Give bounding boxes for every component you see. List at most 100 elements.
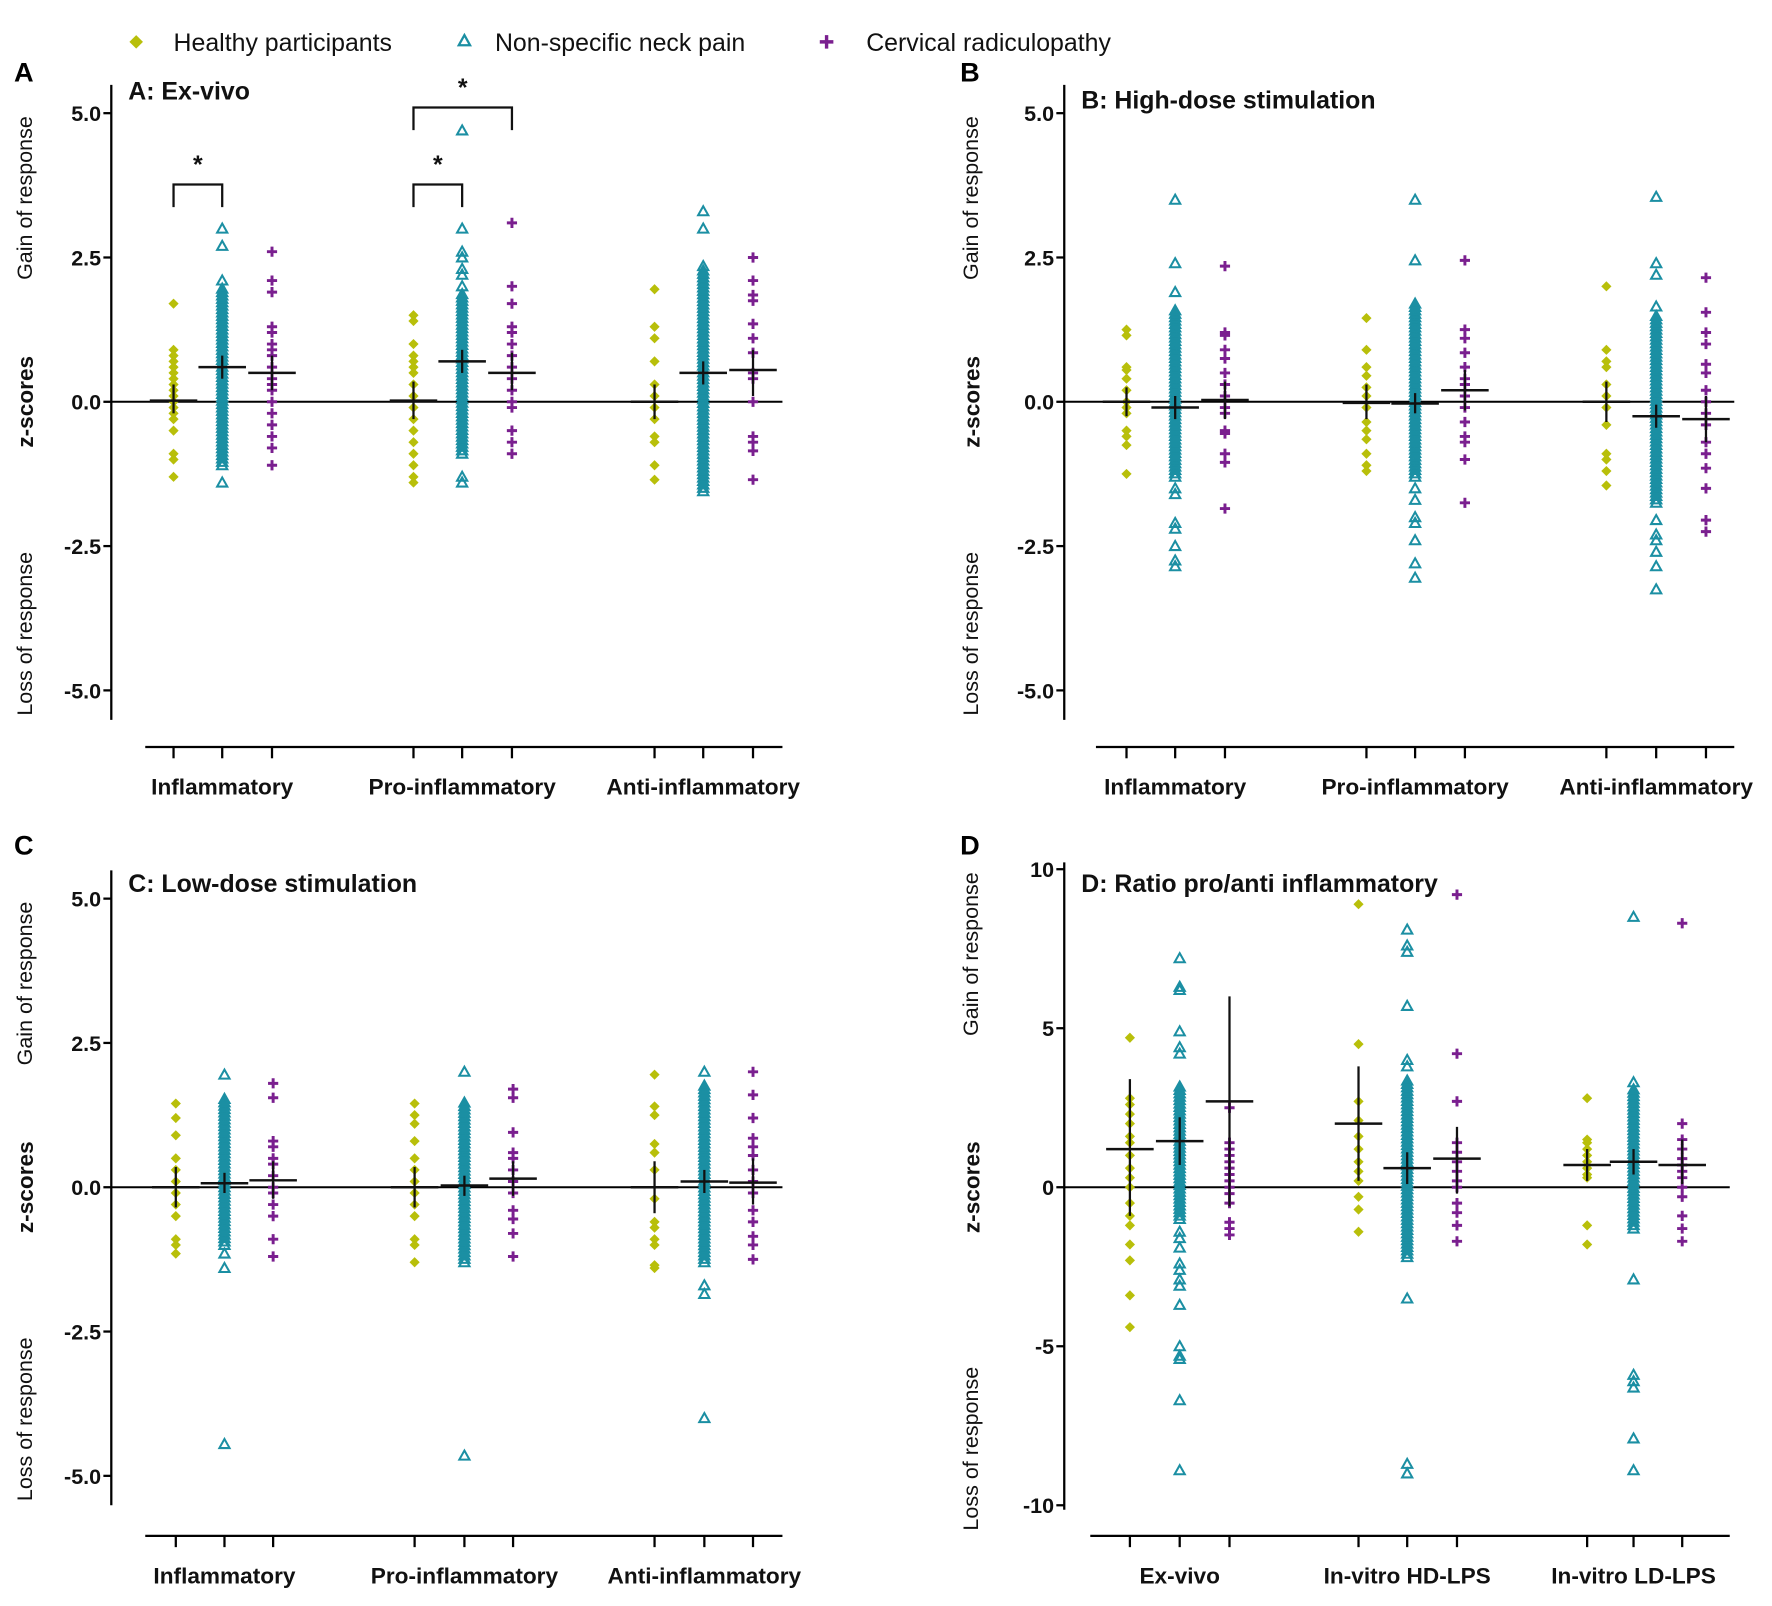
data-point	[1353, 899, 1364, 910]
data-point	[1219, 448, 1231, 459]
data-point	[1400, 1212, 1415, 1225]
data-point	[1172, 951, 1187, 964]
data-point	[697, 1132, 712, 1146]
data-point	[217, 1186, 232, 1200]
data-point	[1219, 503, 1231, 514]
data-point	[1649, 353, 1664, 366]
data-point	[1168, 456, 1183, 469]
data-point	[1649, 312, 1664, 325]
data-point	[1408, 456, 1422, 469]
data-point	[696, 375, 711, 388]
data-point	[1353, 1191, 1364, 1202]
data-point	[1353, 1226, 1364, 1237]
data-point	[1626, 1163, 1641, 1176]
data-point	[506, 298, 518, 309]
data-point	[1459, 255, 1470, 266]
data-point	[747, 1112, 759, 1124]
data-point	[455, 426, 469, 439]
data-point	[268, 1199, 279, 1210]
data-point	[1172, 1297, 1187, 1310]
data-point	[266, 327, 278, 338]
data-point	[457, 1119, 472, 1132]
significance-star: *	[433, 151, 443, 179]
data-point	[1172, 1160, 1187, 1174]
data-point	[1408, 354, 1422, 367]
data-point	[455, 375, 469, 388]
data-point	[1459, 437, 1470, 448]
data-point	[215, 295, 230, 308]
data-point	[215, 434, 230, 447]
data-point	[1168, 428, 1183, 442]
data-point	[1649, 363, 1664, 376]
group-neck-pain	[1632, 189, 1680, 595]
data-point	[1408, 449, 1422, 462]
data-point	[697, 1244, 712, 1258]
data-point	[455, 320, 469, 334]
data-point	[1451, 1048, 1463, 1059]
y-label-z-scores: z-scores	[13, 1141, 38, 1233]
panel-title: A: Ex-vivo	[128, 78, 250, 106]
data-point	[1626, 1272, 1641, 1285]
y-tick-label: 0	[1042, 1176, 1054, 1200]
data-point	[217, 1067, 232, 1080]
data-point	[696, 412, 711, 425]
data-point	[215, 291, 230, 304]
data-point	[1451, 1096, 1463, 1107]
data-point	[649, 1262, 660, 1274]
data-point	[1400, 1222, 1415, 1236]
data-point	[215, 238, 230, 251]
category-label: Ex-vivo	[1139, 1563, 1219, 1588]
data-point	[215, 430, 230, 444]
data-point	[1601, 281, 1612, 292]
data-point	[1700, 359, 1712, 370]
data-point	[268, 1234, 279, 1245]
data-point	[1582, 1093, 1593, 1104]
data-point	[217, 1197, 232, 1210]
data-point	[1219, 353, 1231, 364]
data-point	[747, 318, 759, 329]
data-point	[1400, 1239, 1415, 1253]
data-point	[696, 341, 711, 354]
data-point	[457, 1244, 472, 1258]
data-point	[215, 386, 230, 399]
data-point	[1361, 465, 1372, 477]
data-point	[1400, 922, 1415, 935]
data-point	[457, 1139, 472, 1152]
data-point	[1408, 439, 1422, 452]
data-point	[455, 439, 469, 452]
data-point	[696, 385, 711, 398]
data-point	[1168, 425, 1183, 438]
data-point	[1400, 1100, 1415, 1113]
data-point	[1408, 432, 1422, 445]
data-point	[649, 1138, 660, 1150]
data-point	[747, 252, 759, 263]
data-point	[1649, 437, 1664, 451]
data-point	[457, 1143, 472, 1156]
y-tick-label: -2.5	[64, 535, 101, 559]
data-point	[1626, 1214, 1641, 1227]
data-point	[697, 1092, 712, 1105]
data-point	[1400, 1209, 1415, 1222]
data-point	[1400, 1195, 1415, 1208]
data-point	[747, 1231, 759, 1242]
data-point	[457, 1227, 472, 1241]
data-point	[457, 1193, 472, 1207]
category-label: Anti-inflammatory	[608, 1563, 802, 1588]
data-point	[507, 1084, 519, 1095]
data-point	[215, 339, 230, 352]
y-tick-label: 5.0	[1024, 102, 1054, 126]
data-point	[696, 344, 711, 358]
data-point	[1626, 1218, 1641, 1231]
data-point	[1601, 480, 1612, 491]
y-tick-label: 5	[1042, 1017, 1054, 1041]
data-point	[1400, 1219, 1415, 1232]
data-point	[266, 287, 278, 298]
data-point	[215, 444, 230, 457]
data-point	[1172, 1211, 1187, 1225]
data-point	[215, 373, 230, 386]
group-neck-pain	[1155, 951, 1204, 1476]
data-point	[457, 1197, 472, 1210]
data-point	[1649, 386, 1664, 400]
data-point	[1168, 323, 1183, 336]
data-point	[1677, 1223, 1688, 1234]
